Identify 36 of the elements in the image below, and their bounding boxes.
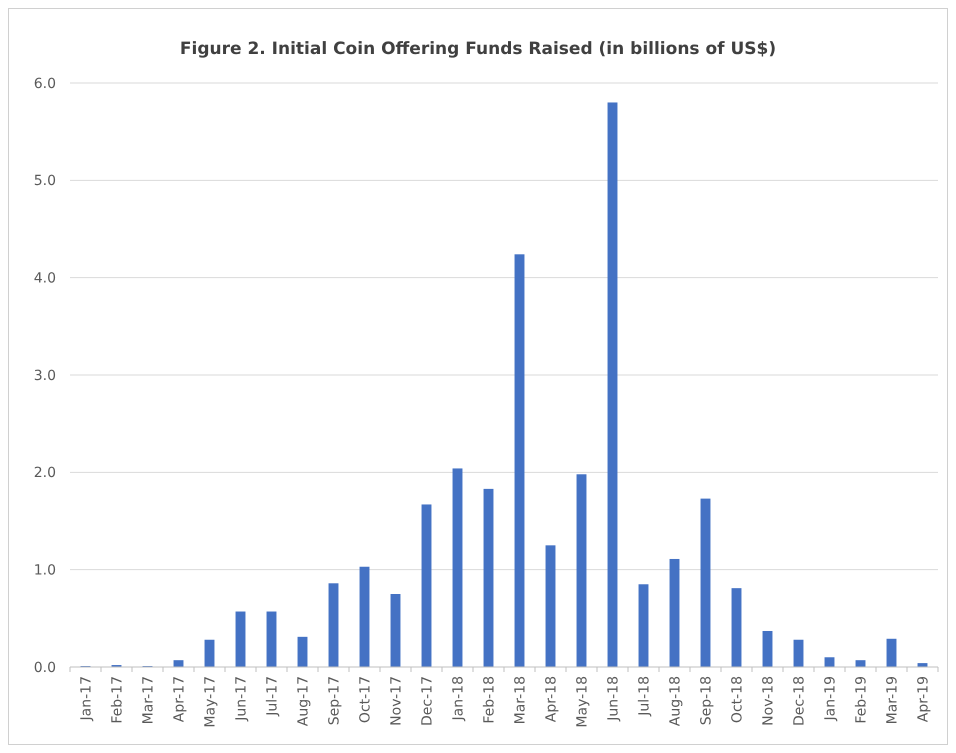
- x-tick-label: Jan-19: [822, 676, 838, 722]
- x-tick-label: Oct-17: [357, 676, 374, 724]
- x-tick-label: Apr-17: [171, 676, 188, 722]
- x-tick-label: Jul-18: [636, 676, 652, 717]
- y-tick-label: 4.0: [34, 270, 56, 287]
- x-tick-label: Oct-18: [729, 676, 746, 724]
- x-tick-label: Feb-19: [853, 676, 870, 724]
- y-tick-label: 1.0: [34, 562, 56, 579]
- x-tick-label: Jan-18: [450, 676, 466, 722]
- y-tick-label: 2.0: [34, 465, 56, 482]
- x-tick-label: Mar-18: [512, 676, 528, 724]
- y-tick-label: 3.0: [34, 368, 56, 384]
- x-tick-label: Dec-18: [791, 676, 808, 726]
- chart-title: Figure 2. Initial Coin Offering Funds Raised (in billions of US$): [180, 39, 776, 59]
- x-tick-label: Jun-18: [605, 676, 622, 722]
- x-tick-label: Nov-17: [388, 676, 404, 726]
- x-tick-label: Nov-18: [760, 676, 776, 726]
- x-tick-label: Aug-18: [667, 676, 684, 726]
- x-tick-label: Jul-17: [264, 676, 280, 717]
- x-tick-label: Mar-17: [140, 676, 156, 724]
- x-tick-label: Aug-17: [295, 676, 312, 726]
- x-tick-label: May-17: [202, 676, 218, 728]
- x-tick-label: Jan-17: [78, 676, 94, 722]
- x-tick-label: Mar-19: [884, 676, 900, 724]
- y-tick-label: 5.0: [34, 173, 56, 190]
- x-tick-label: Sep-18: [698, 676, 714, 726]
- x-tick-label: Jun-17: [233, 676, 250, 722]
- x-tick-label: May-18: [574, 676, 590, 728]
- y-tick-label: 6.0: [34, 76, 56, 92]
- x-tick-label: Sep-17: [326, 676, 342, 726]
- x-tick-label: Feb-17: [109, 676, 126, 724]
- x-tick-label: Apr-19: [915, 676, 932, 722]
- x-tick-label: Apr-18: [543, 676, 560, 722]
- x-tick-label: Feb-18: [481, 676, 498, 724]
- x-tick-label: Dec-17: [419, 676, 436, 726]
- y-tick-label: 0.0: [34, 660, 56, 676]
